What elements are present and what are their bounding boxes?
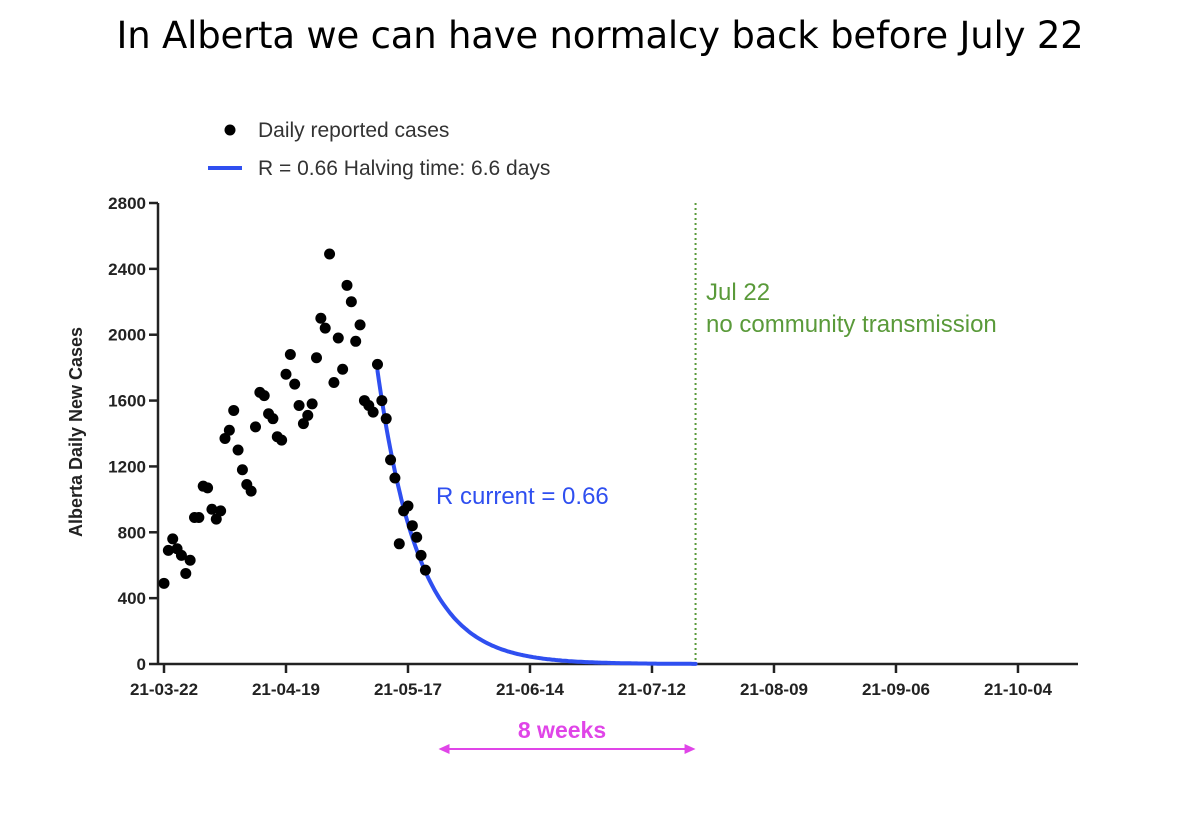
data-point <box>276 434 288 446</box>
data-point <box>162 544 174 556</box>
y-tick-label: 2000 <box>108 326 146 345</box>
data-point <box>249 421 261 433</box>
data-point <box>371 358 383 370</box>
y-tick-label: 2400 <box>108 260 146 279</box>
data-point <box>180 567 192 579</box>
legend-marker-points <box>224 124 236 136</box>
data-point <box>206 503 218 515</box>
data-point <box>280 368 292 380</box>
data-point <box>289 378 301 390</box>
data-point <box>328 376 340 388</box>
data-point <box>402 500 414 512</box>
arrow-head-right <box>684 744 696 754</box>
x-tick-label: 21-08-09 <box>740 680 808 699</box>
y-tick-label: 1200 <box>108 457 146 476</box>
data-point <box>158 577 170 589</box>
x-tick-label: 21-04-19 <box>252 680 320 699</box>
data-point <box>310 352 322 364</box>
y-tick-label: 400 <box>118 589 146 608</box>
data-point <box>350 335 362 347</box>
data-point <box>354 319 366 331</box>
daily-cases-series <box>158 248 431 589</box>
eight-weeks-arrow <box>438 744 696 754</box>
y-tick-label: 800 <box>118 523 146 542</box>
legend: Daily reported cases R = 0.66 Halving ti… <box>208 119 550 180</box>
data-point <box>302 409 314 421</box>
data-point <box>223 424 235 436</box>
x-axis: 21-03-22 21-04-19 21-05-17 21-06-14 21-07-12… <box>130 662 1078 699</box>
y-axis: 0 400 800 1200 1600 2000 2400 2800 <box>108 194 160 674</box>
fit-line <box>375 368 698 666</box>
data-point <box>202 482 214 494</box>
data-point <box>236 464 248 476</box>
data-point <box>267 413 279 425</box>
x-tick-label: 21-09-06 <box>862 680 930 699</box>
data-point <box>245 485 257 497</box>
arrow-head-left <box>438 744 450 754</box>
data-point <box>284 348 296 360</box>
x-tick-label: 21-07-12 <box>618 680 686 699</box>
data-point <box>419 564 431 576</box>
data-point <box>380 413 392 425</box>
data-point <box>389 472 401 484</box>
data-point <box>293 400 305 412</box>
data-point <box>319 322 331 334</box>
data-point <box>393 538 405 550</box>
data-point <box>228 404 240 416</box>
data-point <box>337 363 349 375</box>
jul22-annotation-line2: no community transmission <box>706 311 997 338</box>
legend-label-points: Daily reported cases <box>258 119 449 142</box>
data-point <box>306 398 318 410</box>
data-point <box>315 312 327 324</box>
eight-weeks-label: 8 weeks <box>518 717 606 743</box>
x-tick-label: 21-06-14 <box>496 680 565 699</box>
y-tick-label: 2800 <box>108 194 146 213</box>
data-point <box>341 279 353 291</box>
data-point <box>210 513 222 525</box>
y-tick-label: 1600 <box>108 392 146 411</box>
data-point <box>367 406 379 418</box>
y-tick-label: 0 <box>137 655 146 674</box>
x-tick-label: 21-10-04 <box>984 680 1053 699</box>
data-point <box>184 554 196 566</box>
jul22-annotation-line1: Jul 22 <box>706 279 770 306</box>
data-point <box>258 390 270 402</box>
data-point <box>175 549 187 561</box>
x-tick-label: 21-05-17 <box>374 680 442 699</box>
data-point <box>406 520 418 532</box>
legend-label-fit: R = 0.66 Halving time: 6.6 days <box>258 157 550 180</box>
data-point <box>297 418 309 430</box>
x-tick-label: 21-03-22 <box>130 680 198 699</box>
data-point <box>232 444 244 456</box>
data-point <box>167 533 179 545</box>
data-point <box>345 296 357 308</box>
r-current-annotation: R current = 0.66 <box>436 483 609 510</box>
data-point <box>219 432 231 444</box>
slide-title: In Alberta we can have normalcy back bef… <box>116 14 1084 57</box>
data-point <box>215 505 227 517</box>
fit-series <box>375 368 698 666</box>
y-axis-label: Alberta Daily New Cases <box>66 327 86 537</box>
data-point <box>415 549 427 561</box>
data-point <box>193 511 205 523</box>
data-point <box>411 531 423 543</box>
data-point <box>385 454 397 466</box>
data-point <box>324 248 336 260</box>
data-point <box>332 332 344 344</box>
data-point <box>376 395 388 407</box>
